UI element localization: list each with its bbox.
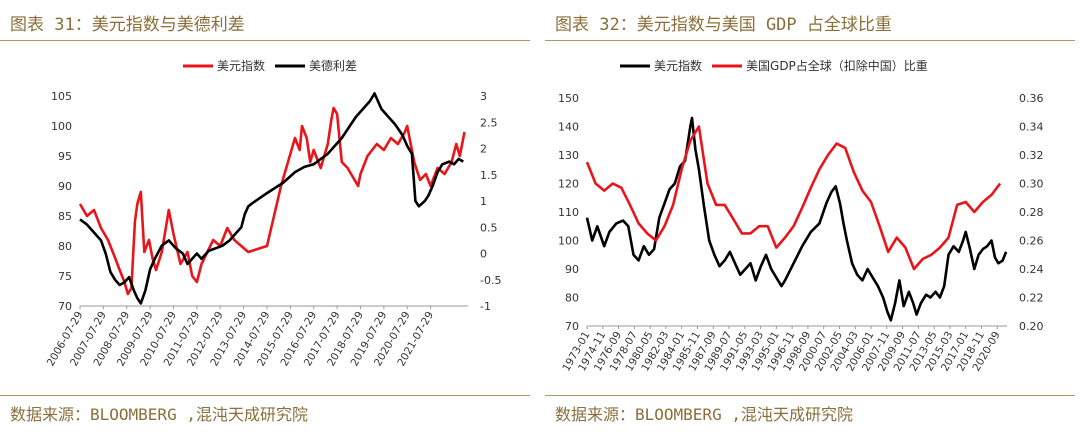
- series-line-2: [585, 125, 1002, 271]
- y-left-tick-label: 100: [51, 120, 72, 133]
- chart-panel-right: 图表 32：美元指数与美国 GDP 占全球比重 70 80 90 100 110 120 1…: [545, 0, 1075, 439]
- y-left-tick-label: 130: [558, 149, 579, 162]
- y-left-tick-label: 90: [565, 263, 579, 276]
- y-right-tick-label: 0.34: [1019, 121, 1044, 134]
- source-divider: [545, 395, 1075, 396]
- title-divider: [0, 40, 530, 41]
- chart-panel-left: 图表 31：美元指数与美德利差 70 75 80 85 90 95 100 105 -1 -0.5…: [0, 0, 530, 439]
- legend-label: 美元指数: [217, 58, 265, 73]
- legend-label: 美国GDP占全球（扣除中国）比重: [746, 58, 928, 73]
- y-right-tick-label: 2.5: [480, 116, 498, 129]
- y-right-tick-label: 0.20: [1019, 320, 1044, 333]
- y-right-tick-label: 0.5: [480, 221, 498, 234]
- source-note: 数据来源：BLOOMBERG ,混沌天成研究院: [10, 405, 308, 424]
- y-right-tick-label: 0.26: [1019, 235, 1044, 248]
- y-right-tick-label: 0.24: [1019, 263, 1044, 276]
- title-divider: [545, 40, 1075, 41]
- y-left-tick-label: 70: [565, 320, 579, 333]
- y-right-tick-label: 0.36: [1019, 92, 1044, 105]
- y-right-tick-label: 0: [480, 248, 487, 261]
- y-right-tick-label: 2: [480, 143, 487, 156]
- y-right-tick-label: 1: [480, 195, 487, 208]
- legend-label: 美元指数: [654, 58, 702, 73]
- legend-label: 美德利差: [309, 58, 357, 73]
- chart-svg-left: 707580859095100105-1-0.500.511.522.53200…: [45, 58, 502, 368]
- series-line-1: [78, 106, 466, 296]
- y-left-tick-label: 110: [558, 206, 579, 219]
- source-note: 数据来源：BLOOMBERG ,混沌天成研究院: [555, 405, 853, 424]
- y-left-tick-label: 85: [58, 210, 72, 223]
- y-left-tick-label: 75: [58, 270, 72, 283]
- y-left-tick-label: 120: [558, 178, 579, 191]
- series-line-2: [79, 92, 464, 305]
- chart-svg-right: 70 80 90 100 110 120 130 140 150 0.20 0.22 0.24 0.26…: [558, 58, 1044, 373]
- y-left-tick-label: 80: [565, 292, 579, 305]
- chart-title: 图表 31：美元指数与美德利差: [10, 15, 245, 35]
- y-right-tick-label: 0.28: [1019, 206, 1044, 219]
- y-right-tick-label: -1: [480, 300, 491, 313]
- y-left-tick-label: 100: [558, 235, 579, 248]
- y-right-tick-label: 0.22: [1019, 292, 1044, 305]
- y-left-tick-label: 70: [58, 300, 72, 313]
- y-left-tick-label: 90: [58, 180, 72, 193]
- y-right-tick-label: 0.32: [1019, 149, 1044, 162]
- y-left-tick-label: 140: [558, 121, 579, 134]
- y-left-tick-label: 80: [58, 240, 72, 253]
- series-line-1: [585, 116, 1008, 322]
- y-right-tick-label: -0.5: [480, 274, 501, 287]
- source-divider: [0, 395, 530, 396]
- y-right-tick-label: 3: [480, 90, 487, 103]
- chart-title: 图表 32：美元指数与美国 GDP 占全球比重: [555, 15, 892, 35]
- y-right-tick-label: 0.30: [1019, 178, 1044, 191]
- y-left-tick-label: 150: [558, 92, 579, 105]
- y-right-tick-label: 1.5: [480, 169, 498, 182]
- y-left-tick-label: 95: [58, 150, 72, 163]
- y-left-tick-label: 105: [51, 90, 72, 103]
